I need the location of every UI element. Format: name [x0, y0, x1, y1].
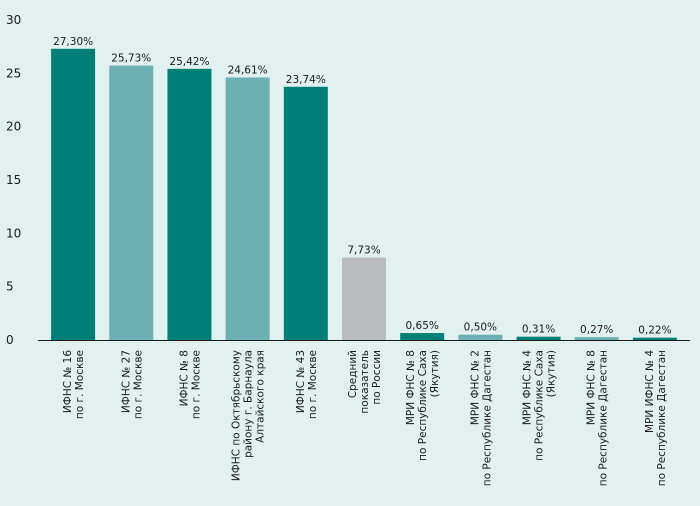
category-label-line: по Республике Саха — [534, 350, 546, 461]
category-label-line: (Якутия) — [429, 350, 441, 397]
category-label-0: ИФНС № 16 по г. Москве — [62, 350, 86, 419]
bar-2 — [167, 68, 212, 340]
bar-10 — [632, 337, 677, 340]
bar-3 — [225, 77, 270, 340]
category-label-7: МРИ ФНС № 2 по Республике Дагестан — [469, 350, 493, 486]
category-label-line: ИФНС № 16 — [62, 350, 74, 413]
category-label-line: по Республике Саха — [417, 350, 429, 461]
y-tick-label-3: 15 — [6, 173, 21, 187]
category-label-line: Средний — [347, 350, 359, 398]
y-tick-label-0: 0 — [6, 333, 14, 347]
y-tick-label-5: 25 — [6, 66, 21, 80]
y-tick-label-6: 30 — [6, 13, 21, 27]
category-label-10: МРИ ИФНС № 4 по Республике Дагестан — [644, 350, 668, 487]
category-label-line: ИФНС по Октябрьскому — [231, 350, 243, 481]
bar-4 — [283, 86, 328, 340]
category-label-2: ИФНС № 8 по г. Москве — [178, 350, 202, 419]
y-tick-label-4: 20 — [6, 120, 21, 134]
category-label-5: Средний показатель по России — [347, 350, 383, 414]
category-label-line: по г. Москве — [132, 350, 144, 419]
data-label-5: 7,73% — [347, 245, 380, 257]
category-label-line: (Якутия) — [546, 350, 558, 397]
category-label-3: ИФНС по Октябрьскому району г. Барнаула Ал… — [231, 350, 267, 481]
category-label-6: МРИ ФНС № 8 по Республике Саха (Якутия) — [405, 350, 441, 461]
category-label-line: МРИ ФНС № 2 — [469, 350, 481, 425]
category-label-9: МРИ ФНС № 8 по Республике Дагестан — [586, 350, 610, 486]
category-label-line: по России — [371, 350, 383, 405]
bar-0 — [51, 48, 96, 341]
category-label-line: МРИ ФНС № 4 — [522, 350, 534, 425]
category-label-line: по Республике Дагестан — [598, 350, 610, 486]
bar-7 — [458, 334, 503, 340]
category-label-line: показатель — [359, 350, 371, 414]
data-label-9: 0,27% — [580, 324, 613, 336]
category-label-8: МРИ ФНС № 4 по Республике Саха (Якутия) — [522, 350, 558, 461]
data-label-0: 27,30% — [53, 36, 93, 48]
bar-5 — [342, 257, 386, 340]
data-label-7: 0,50% — [464, 322, 497, 334]
category-label-line: по Республике Дагестан — [481, 350, 493, 486]
data-label-10: 0,22% — [638, 325, 671, 337]
bar-6 — [400, 333, 445, 340]
category-label-4: ИФНС № 43 по г. Москве — [295, 350, 319, 419]
data-label-4: 23,74% — [286, 74, 326, 86]
data-label-1: 25,73% — [111, 53, 151, 65]
data-label-2: 25,42% — [169, 56, 209, 68]
data-label-6: 0,65% — [406, 320, 439, 332]
category-label-line: МРИ ФНС № 8 — [586, 350, 598, 425]
category-label-line: Алтайского края — [255, 350, 267, 443]
category-label-line: по г. Москве — [190, 350, 202, 419]
y-tick-label-1: 5 — [6, 280, 14, 294]
category-label-line: ИФНС № 8 — [178, 350, 190, 406]
category-label-1: ИФНС № 27 по г. Москве — [120, 350, 144, 419]
category-label-line: МРИ ИФНС № 4 — [644, 350, 656, 433]
category-label-line: по Республике Дагестан — [656, 350, 668, 486]
category-label-line: ИФНС № 43 — [295, 350, 307, 413]
data-label-8: 0,31% — [522, 324, 555, 336]
bar-9 — [574, 337, 619, 340]
y-tick-label-2: 10 — [6, 226, 21, 240]
category-label-line: по г. Москве — [74, 350, 86, 419]
category-label-line: по г. Москве — [307, 350, 319, 419]
bar-8 — [516, 336, 561, 340]
data-label-3: 24,61% — [228, 64, 268, 76]
bar-1 — [109, 65, 154, 341]
category-label-line: МРИ ФНС № 8 — [405, 350, 417, 425]
category-label-line: ИФНС № 27 — [120, 350, 132, 413]
category-label-line: району г. Барнаула — [243, 350, 255, 458]
